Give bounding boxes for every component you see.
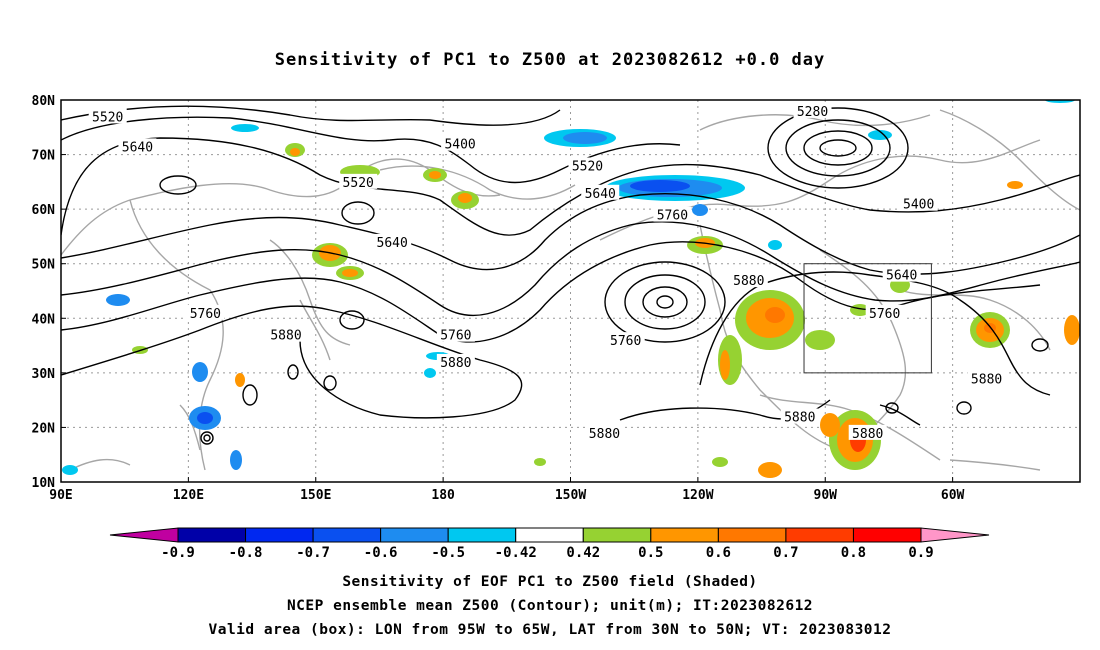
contour-label: 5880 xyxy=(589,427,620,442)
lat-tick-label: 20N xyxy=(32,421,56,436)
lon-tick-label: 150W xyxy=(555,488,586,503)
colorbar-low-extension xyxy=(109,527,179,543)
colorbar-swatch xyxy=(515,527,584,543)
contour-label: 5880 xyxy=(733,274,764,289)
colorbar-tick-label: -0.7 xyxy=(296,545,330,561)
contour-label: 5880 xyxy=(440,356,471,371)
contour-label-bg xyxy=(436,326,475,342)
map-title: Sensitivity of PC1 to Z500 at 2023082612… xyxy=(274,50,826,70)
contour-label: 5520 xyxy=(92,110,123,125)
lat-tick-label: 30N xyxy=(32,367,56,382)
contour-label-bg xyxy=(653,206,692,222)
valid-area-box xyxy=(803,263,932,374)
contour-label: 5760 xyxy=(869,307,900,322)
colorbar-tick-label: 0.7 xyxy=(773,545,798,561)
lon-tick-label: 120W xyxy=(682,488,713,503)
caption-line-2: NCEP ensemble mean Z500 (Contour); unit(… xyxy=(286,598,814,614)
colorbar-tick-label: 0.8 xyxy=(841,545,866,561)
contour-label: 5880 xyxy=(971,372,1002,387)
contour-label-bg xyxy=(568,157,607,173)
colorbar-tick-label: -0.42 xyxy=(495,545,537,561)
contour-label: 5520 xyxy=(343,176,374,191)
contour-label: 5400 xyxy=(903,198,934,213)
lon-tick-label: 120E xyxy=(173,488,204,503)
colorbar-tick-label: -0.8 xyxy=(229,545,263,561)
contour-label-bg xyxy=(882,266,921,282)
colorbar-tick-label: -0.9 xyxy=(161,545,195,561)
contour-label-bg xyxy=(88,108,127,124)
contour-label-bg xyxy=(436,353,475,369)
contour-label: 5760 xyxy=(610,334,641,349)
lat-tick-label: 70N xyxy=(32,149,56,164)
colorbar-swatch xyxy=(852,527,922,543)
lon-tick-label: 180 xyxy=(431,488,455,503)
contour-label-bg xyxy=(581,184,620,200)
lon-tick-label: 90E xyxy=(49,488,72,503)
contour-label: 5640 xyxy=(122,140,153,155)
colorbar-tick-label: 0.6 xyxy=(706,545,731,561)
contour-label-bg xyxy=(441,135,480,151)
caption-line-1: Sensitivity of EOF PC1 to Z500 field (Sh… xyxy=(342,574,758,590)
lat-tick-label: 80N xyxy=(32,94,56,109)
lon-tick-label: 60W xyxy=(941,488,965,503)
colorbar-tick-label: 0.9 xyxy=(908,545,933,561)
contour-label-bg xyxy=(186,304,225,320)
contour-label: 5880 xyxy=(852,427,883,442)
colorbar-tick-label: -0.6 xyxy=(364,545,398,561)
contour-label: 5760 xyxy=(190,307,221,322)
lat-tick-label: 50N xyxy=(32,258,56,273)
contour-label-bg xyxy=(793,102,832,118)
contour-labels: 5520 5640 5400 5520 5520 5640 5760 5280 5400 5640… xyxy=(88,102,1006,442)
contour-label: 5640 xyxy=(377,236,408,251)
colorbar-swatch xyxy=(380,527,449,543)
colorbar-swatch xyxy=(245,527,314,543)
contour-label: 5880 xyxy=(270,329,301,344)
colorbar-tick-label: 0.5 xyxy=(638,545,663,561)
colorbar-swatch xyxy=(785,527,854,543)
contour-label-bg xyxy=(267,326,306,342)
contour-label-bg xyxy=(729,272,768,288)
contour-label-bg xyxy=(899,195,938,211)
colorbar-tick-label: 0.42 xyxy=(566,545,600,561)
colorbar-swatch xyxy=(177,527,247,543)
contour-label-bg xyxy=(848,424,887,440)
lon-tick-label: 90W xyxy=(814,488,838,503)
contour-label-bg xyxy=(118,138,157,154)
contour-label: 5760 xyxy=(440,329,471,344)
colorbar-swatch xyxy=(447,527,517,543)
contour-label-bg xyxy=(339,173,378,189)
lat-tick-label: 60N xyxy=(32,203,56,218)
contour-label: 5520 xyxy=(572,159,603,174)
contour-label-bg xyxy=(967,370,1006,386)
contour-label-bg xyxy=(606,332,645,348)
contour-label: 5760 xyxy=(657,209,688,224)
colorbar: -0.9 -0.8 -0.7 -0.6 -0.5 -0.42 0.42 0.5 0.6 0.7 0.… xyxy=(109,527,990,561)
colorbar-high-extension xyxy=(920,527,990,543)
contour-label-bg xyxy=(373,233,412,249)
colorbar-swatch xyxy=(582,527,652,543)
colorbar-swatch xyxy=(717,527,787,543)
contour-label: 5400 xyxy=(444,138,475,153)
contour-label-bg xyxy=(865,304,904,320)
contour-label: 5880 xyxy=(784,411,815,426)
caption-line-3: Valid area (box): LON from 95W to 65W, L… xyxy=(208,622,892,638)
contour-label: 5280 xyxy=(797,105,828,120)
colorbar-swatch xyxy=(312,527,382,543)
lon-tick-label: 150E xyxy=(300,488,331,503)
contour-label-bg xyxy=(585,424,624,440)
contour-label: 5640 xyxy=(585,187,616,202)
lat-tick-label: 10N xyxy=(32,476,56,491)
colorbar-swatch xyxy=(650,527,719,543)
contour-label: 5640 xyxy=(886,269,917,284)
colorbar-tick-label: -0.5 xyxy=(431,545,465,561)
lat-tick-label: 40N xyxy=(32,312,56,327)
contour-label-bg xyxy=(780,408,819,424)
